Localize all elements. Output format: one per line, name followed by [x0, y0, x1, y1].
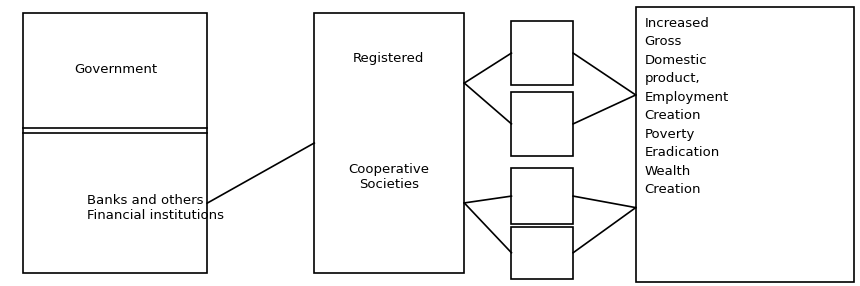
Text: Cooperative
Societies: Cooperative Societies	[348, 163, 429, 191]
Text: Banks and others
Financial institutions: Banks and others Financial institutions	[87, 194, 224, 222]
Text: Government: Government	[74, 63, 157, 76]
Text: Increased
Gross
Domestic
product,
Employment
Creation
Poverty
Eradication
Wealth: Increased Gross Domestic product, Employ…	[644, 17, 728, 196]
Bar	[512, 92, 573, 156]
Bar	[314, 13, 464, 273]
Bar	[23, 13, 207, 273]
Bar	[512, 21, 573, 85]
Text: Registered: Registered	[353, 51, 425, 65]
Bar	[512, 227, 573, 279]
Bar	[512, 168, 573, 224]
Bar	[636, 7, 854, 282]
